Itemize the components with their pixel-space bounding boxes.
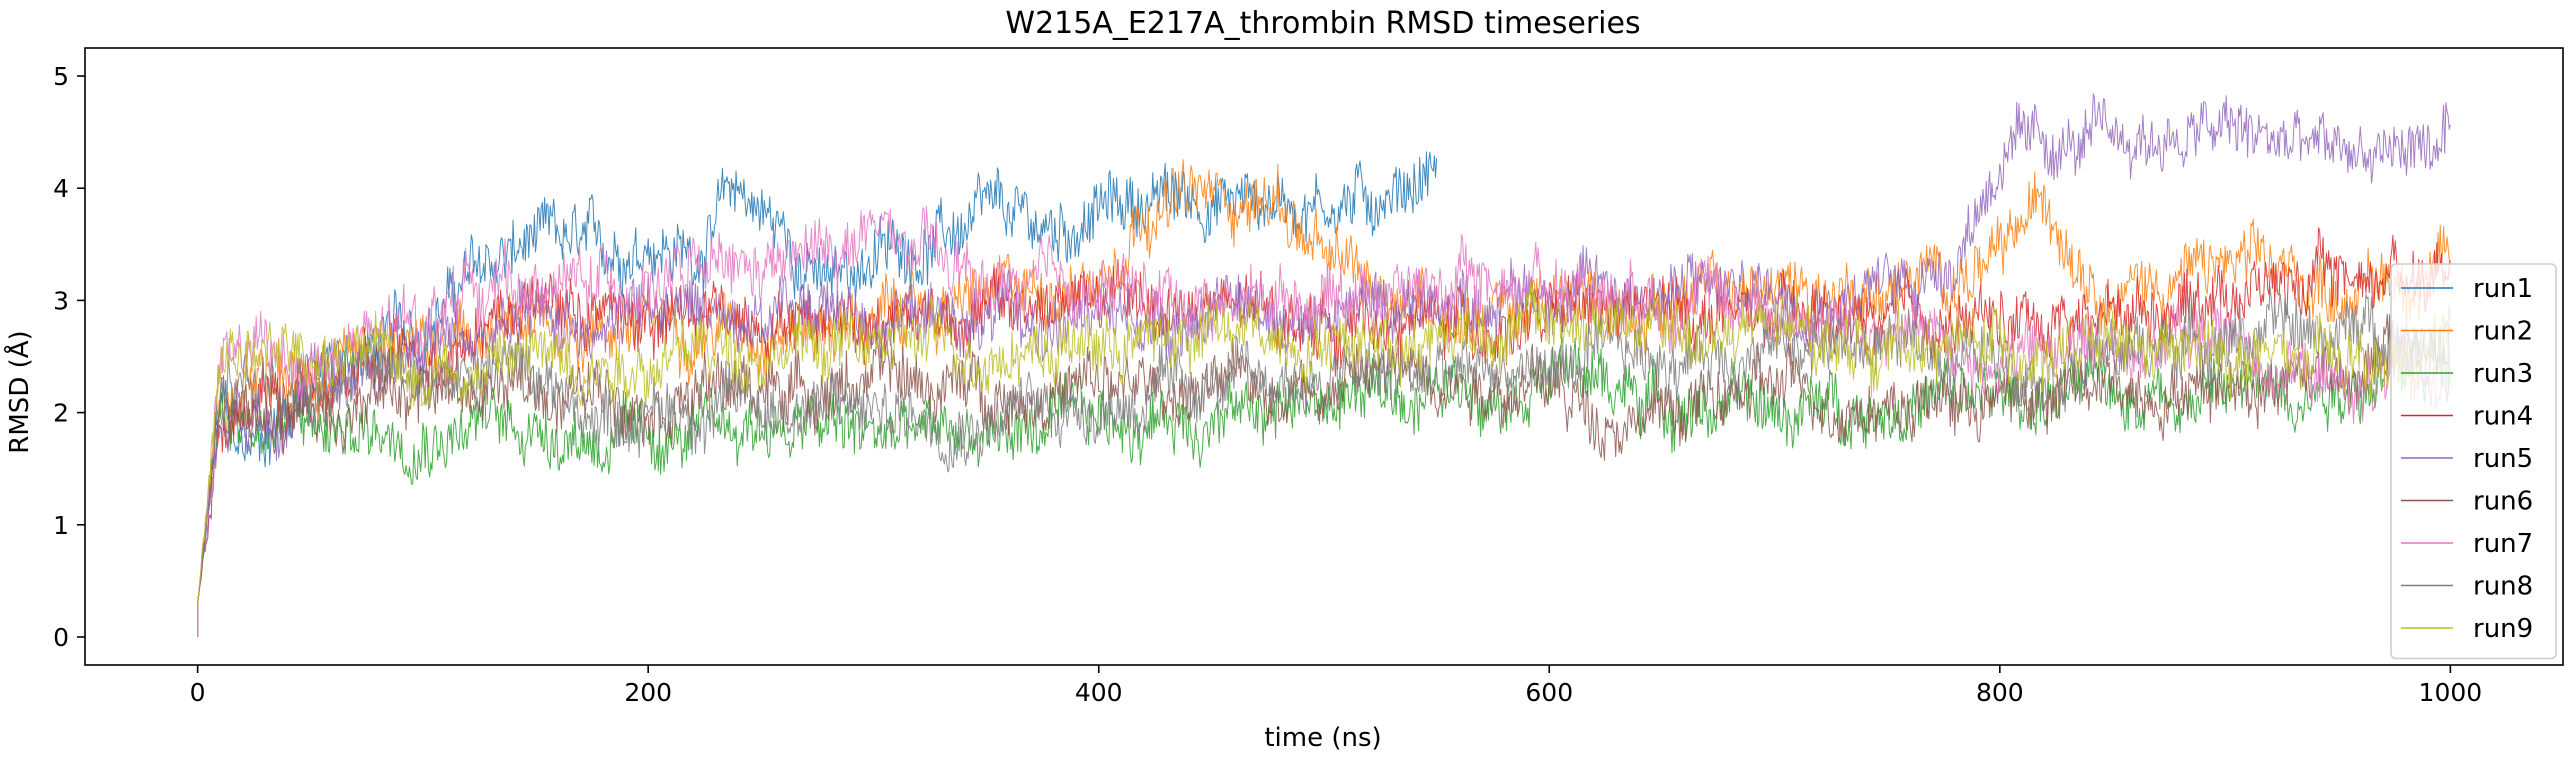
x-axis-label: time (ns) <box>1264 723 1381 753</box>
legend-label-run4: run4 <box>2473 402 2533 432</box>
series-line-run7 <box>197 205 2451 637</box>
axes: 0 200 400 600 800 1000 0 1 2 3 4 5 <box>53 47 2564 707</box>
x-tick-label: 600 <box>1525 678 1573 707</box>
series-line-run6 <box>197 313 2451 637</box>
plot-frame <box>84 47 2564 666</box>
legend-label-run9: run9 <box>2473 614 2533 644</box>
legend-label-run6: run6 <box>2473 487 2533 517</box>
y-tick-label: 2 <box>53 399 69 428</box>
series-line-run9 <box>197 280 2451 637</box>
y-tick-label: 4 <box>53 174 69 203</box>
x-tick-label: 200 <box>624 678 672 707</box>
y-axis-label: RMSD (Å) <box>3 330 35 453</box>
y-tick-label: 3 <box>53 286 69 315</box>
legend-label-run8: run8 <box>2473 572 2533 602</box>
legend-box <box>2390 263 2557 660</box>
legend-label-run3: run3 <box>2473 359 2533 389</box>
y-tick-label: 5 <box>53 62 69 91</box>
series-line-run8 <box>197 286 2451 637</box>
plot-area <box>197 93 2451 637</box>
legend: run1 run2 run3 run4 run5 run6 run7 run8 run9 <box>2390 263 2557 660</box>
x-tick-label: 0 <box>190 678 206 707</box>
y-tick-label: 0 <box>53 623 69 652</box>
chart-title: W215A_E217A_thrombin RMSD timeseries <box>1005 6 1640 41</box>
legend-label-run2: run2 <box>2473 317 2533 347</box>
series-line-run5 <box>197 93 2451 637</box>
legend-label-run1: run1 <box>2473 274 2533 304</box>
x-tick-label: 400 <box>1075 678 1123 707</box>
legend-label-run7: run7 <box>2473 529 2533 559</box>
x-tick-label: 1000 <box>2419 678 2483 707</box>
legend-label-run5: run5 <box>2473 444 2533 474</box>
y-tick-label: 1 <box>53 511 69 540</box>
x-tick-label: 800 <box>1976 678 2024 707</box>
